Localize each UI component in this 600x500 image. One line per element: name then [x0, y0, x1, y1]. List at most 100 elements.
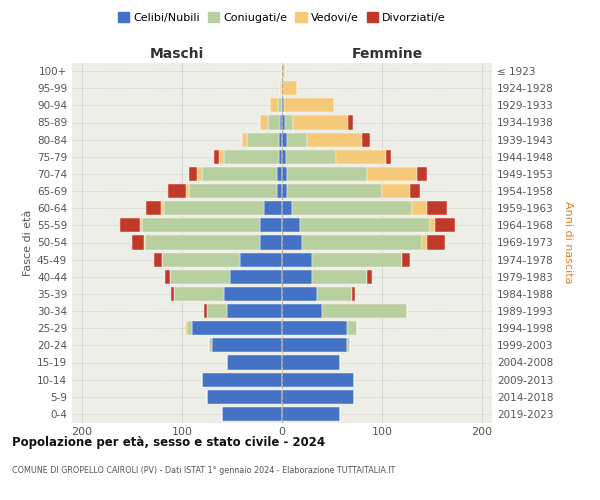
Bar: [144, 236, 145, 250]
Legend: Celibi/Nubili, Coniugati/e, Vedovi/e, Divorziati/e: Celibi/Nubili, Coniugati/e, Vedovi/e, Di…: [114, 8, 450, 28]
Bar: [282, 252, 312, 266]
Bar: [140, 218, 142, 232]
Bar: [279, 150, 282, 164]
Bar: [285, 116, 293, 130]
Bar: [192, 321, 282, 335]
Bar: [260, 218, 282, 232]
Bar: [422, 236, 427, 250]
Bar: [279, 132, 282, 146]
Bar: [402, 252, 410, 266]
Bar: [435, 218, 455, 232]
Bar: [282, 116, 285, 130]
Bar: [202, 167, 277, 181]
Bar: [430, 218, 435, 232]
Bar: [287, 167, 367, 181]
Bar: [207, 390, 282, 404]
Bar: [260, 236, 282, 250]
Bar: [282, 356, 340, 370]
Bar: [197, 167, 202, 181]
Bar: [282, 81, 297, 95]
Bar: [224, 287, 282, 301]
Bar: [227, 356, 282, 370]
Bar: [282, 338, 347, 352]
Bar: [132, 236, 144, 250]
Bar: [145, 236, 260, 250]
Bar: [268, 116, 280, 130]
Bar: [280, 81, 282, 95]
Bar: [282, 236, 302, 250]
Bar: [185, 321, 187, 335]
Bar: [282, 321, 347, 335]
Bar: [209, 338, 212, 352]
Bar: [230, 270, 282, 284]
Bar: [224, 150, 279, 164]
Bar: [170, 270, 230, 284]
Bar: [278, 98, 282, 112]
Bar: [282, 184, 287, 198]
Bar: [171, 287, 174, 301]
Bar: [282, 218, 300, 232]
Bar: [219, 150, 224, 164]
Bar: [164, 201, 264, 215]
Bar: [174, 287, 224, 301]
Bar: [264, 201, 282, 215]
Bar: [317, 287, 352, 301]
Bar: [282, 304, 322, 318]
Bar: [284, 98, 334, 112]
Bar: [227, 304, 282, 318]
Bar: [161, 201, 164, 215]
Bar: [282, 150, 286, 164]
Y-axis label: Anni di nascita: Anni di nascita: [563, 201, 573, 284]
Bar: [410, 184, 420, 198]
Bar: [362, 132, 370, 146]
Bar: [270, 98, 278, 112]
Bar: [282, 132, 287, 146]
Bar: [282, 407, 340, 421]
Bar: [282, 167, 287, 181]
Bar: [168, 184, 186, 198]
Bar: [222, 407, 282, 421]
Bar: [189, 184, 277, 198]
Bar: [282, 390, 354, 404]
Bar: [412, 201, 427, 215]
Bar: [202, 372, 282, 386]
Y-axis label: Fasce di età: Fasce di età: [23, 210, 33, 276]
Bar: [286, 150, 336, 164]
Bar: [165, 270, 170, 284]
Bar: [293, 116, 348, 130]
Bar: [336, 150, 386, 164]
Bar: [427, 201, 447, 215]
Bar: [352, 287, 355, 301]
Bar: [302, 236, 422, 250]
Bar: [287, 184, 382, 198]
Bar: [348, 116, 353, 130]
Bar: [260, 116, 268, 130]
Bar: [240, 252, 282, 266]
Bar: [187, 321, 192, 335]
Bar: [367, 167, 417, 181]
Bar: [242, 132, 247, 146]
Bar: [204, 304, 207, 318]
Bar: [146, 201, 161, 215]
Bar: [282, 287, 317, 301]
Bar: [282, 98, 284, 112]
Bar: [386, 150, 391, 164]
Bar: [322, 304, 407, 318]
Bar: [207, 304, 227, 318]
Bar: [280, 116, 282, 130]
Bar: [312, 270, 367, 284]
Bar: [162, 252, 240, 266]
Bar: [282, 372, 354, 386]
Text: Maschi: Maschi: [150, 47, 204, 61]
Text: Popolazione per età, sesso e stato civile - 2024: Popolazione per età, sesso e stato civil…: [12, 436, 325, 449]
Bar: [347, 338, 350, 352]
Bar: [282, 270, 312, 284]
Bar: [189, 167, 197, 181]
Bar: [282, 64, 285, 78]
Bar: [382, 184, 410, 198]
Bar: [300, 218, 430, 232]
Text: Femmine: Femmine: [352, 47, 422, 61]
Bar: [277, 184, 282, 198]
Bar: [427, 236, 445, 250]
Bar: [367, 270, 372, 284]
